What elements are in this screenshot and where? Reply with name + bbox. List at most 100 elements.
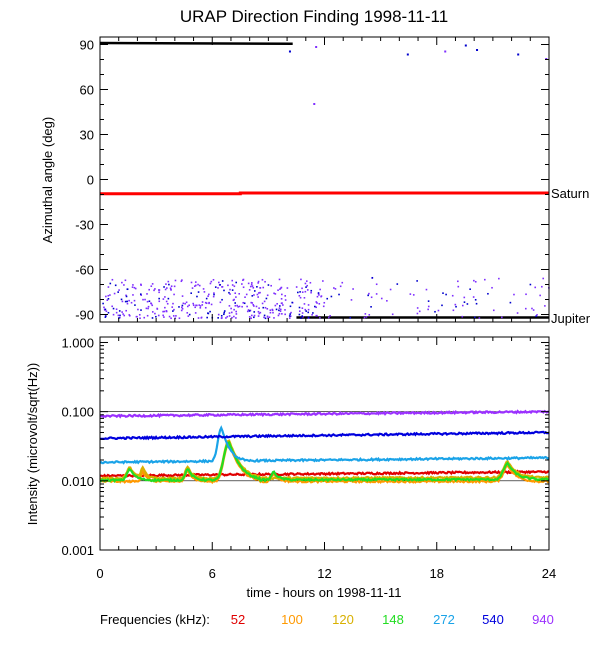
azimuth-point bbox=[200, 317, 203, 319]
intensity-series-540-khz bbox=[100, 430, 550, 441]
azimuth-point bbox=[172, 310, 174, 312]
intensity-series-52-khz bbox=[100, 469, 550, 479]
azimuth-point bbox=[273, 317, 275, 319]
azimuth-point bbox=[146, 314, 149, 317]
azimuth-point bbox=[170, 285, 173, 288]
azimuth-point bbox=[305, 310, 307, 312]
azimuth-point bbox=[112, 313, 115, 316]
azimuth-point bbox=[121, 311, 123, 313]
azimuth-point bbox=[425, 288, 428, 291]
azimuth-point bbox=[223, 310, 226, 312]
azimuth-point bbox=[319, 288, 321, 291]
azimuth-point bbox=[109, 282, 112, 285]
azimuth-point bbox=[257, 280, 260, 283]
azimuth-point bbox=[289, 305, 292, 308]
azimuth-point bbox=[272, 311, 274, 314]
azimuth-point bbox=[281, 313, 283, 315]
azimuth-point bbox=[262, 306, 265, 309]
azimuth-point bbox=[250, 301, 253, 304]
azimuth-point bbox=[214, 286, 217, 288]
azimuth-point bbox=[234, 304, 237, 307]
azimuth-point bbox=[139, 293, 142, 295]
azimuth-point bbox=[178, 317, 181, 320]
azimuth-point bbox=[197, 317, 200, 319]
azimuth-point bbox=[241, 283, 243, 285]
azimuth-point bbox=[123, 284, 125, 286]
x-tick-label: 24 bbox=[542, 566, 556, 581]
azimuth-point bbox=[166, 302, 169, 305]
azimuth-point bbox=[171, 306, 174, 308]
azimuth-point bbox=[317, 292, 320, 294]
azimuth-point bbox=[542, 277, 545, 280]
azimuth-point bbox=[263, 300, 266, 303]
azimuth-point bbox=[275, 308, 278, 311]
azimuth-point bbox=[146, 293, 148, 295]
azimuth-point bbox=[180, 280, 183, 283]
azimuth-point bbox=[284, 299, 287, 301]
azimuth-point bbox=[164, 288, 167, 291]
azimuth-point bbox=[267, 284, 270, 286]
azimuth-point bbox=[140, 283, 142, 286]
azimuth-point bbox=[525, 293, 527, 296]
azimuth-point bbox=[173, 285, 176, 288]
azimuth-point bbox=[163, 310, 166, 313]
azimuth-point bbox=[257, 310, 260, 313]
azimuth-point bbox=[298, 313, 301, 316]
azimuth-point bbox=[154, 288, 156, 290]
azimuth-point bbox=[365, 316, 368, 318]
azimuth-point bbox=[472, 296, 475, 298]
azimuth-point bbox=[312, 312, 314, 314]
azimuth-point bbox=[242, 286, 245, 289]
azimuth-point bbox=[298, 306, 301, 309]
azimuth-point bbox=[235, 310, 237, 313]
azimuth-point bbox=[289, 313, 291, 315]
saturn-label: Saturn bbox=[551, 186, 589, 201]
azimuth-point bbox=[241, 305, 243, 308]
azimuth-point bbox=[186, 312, 189, 314]
azimuth-point bbox=[265, 297, 268, 300]
azimuth-point bbox=[104, 308, 107, 311]
azimuth-point bbox=[368, 292, 370, 295]
azimuth-point bbox=[143, 316, 146, 319]
azimuth-point bbox=[148, 300, 151, 303]
azimuth-point bbox=[250, 283, 253, 286]
azimuth-point bbox=[121, 281, 123, 284]
azimuth-point bbox=[304, 282, 307, 285]
azimuth-point bbox=[454, 303, 457, 306]
azimuth-point bbox=[259, 311, 262, 314]
azimuth-point bbox=[223, 313, 225, 316]
azimuth-point bbox=[307, 308, 310, 311]
azimuth-point bbox=[261, 302, 264, 305]
azimuth-point bbox=[333, 287, 335, 289]
azimuth-point bbox=[250, 314, 253, 317]
azimuth-point bbox=[231, 316, 233, 319]
azimuth-point bbox=[201, 301, 204, 303]
azimuth-point bbox=[295, 286, 298, 288]
azimuth-point bbox=[253, 294, 255, 296]
azimuth-point bbox=[304, 308, 307, 311]
azimuth-point bbox=[197, 283, 199, 286]
azimuth-point bbox=[279, 310, 282, 313]
azimuth-point bbox=[391, 313, 394, 316]
azimuth-point bbox=[305, 286, 307, 288]
azimuth-point bbox=[181, 306, 183, 309]
azimuth-point bbox=[165, 283, 167, 285]
azimuth-point bbox=[427, 305, 430, 308]
azimuth-point bbox=[193, 285, 196, 287]
azimuth-point bbox=[284, 313, 286, 316]
azimuth-y-tick-label: -90 bbox=[75, 308, 94, 323]
azimuth-point bbox=[375, 293, 378, 295]
azimuth-point bbox=[524, 307, 527, 310]
azimuth-point bbox=[228, 305, 231, 307]
azimuth-point bbox=[235, 317, 237, 319]
azimuth-point bbox=[208, 293, 210, 296]
azimuth-point bbox=[121, 300, 124, 303]
azimuth-point bbox=[238, 292, 241, 295]
azimuth-point bbox=[469, 288, 471, 291]
azimuth-point bbox=[288, 317, 291, 319]
azimuth-point bbox=[259, 291, 261, 294]
azimuth-point bbox=[532, 309, 535, 311]
azimuth-point bbox=[252, 303, 255, 306]
azimuth-point bbox=[352, 288, 354, 290]
azimuth-point bbox=[144, 298, 146, 301]
